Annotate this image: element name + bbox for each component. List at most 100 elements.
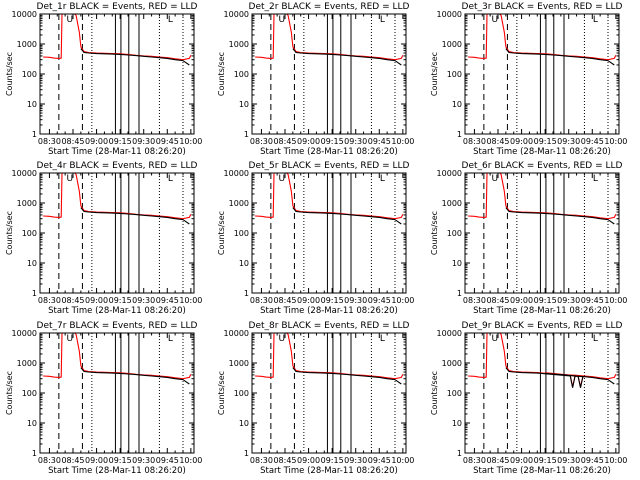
y-tick-label: 10000	[437, 10, 462, 19]
x-tick-label: 09:30	[557, 137, 580, 146]
top-mark: U	[492, 15, 499, 25]
lld-line	[43, 172, 192, 220]
top-mark: U	[67, 15, 74, 25]
y-tick-label: 1	[244, 289, 249, 298]
x-tick-label: 10:00	[391, 137, 414, 146]
plot-frame	[39, 332, 195, 454]
x-tick-label: 09:30	[132, 456, 155, 465]
top-mark: L	[380, 174, 385, 184]
panel-5: Det_5r BLACK = Events, RED = LLD U L 1 10 100…	[217, 161, 414, 316]
chart-title: Det_4r BLACK = Events, RED = LLD	[37, 161, 198, 171]
y-tick-label: 10	[239, 100, 249, 109]
y-tick-label: 10	[452, 259, 462, 268]
x-tick-label: 09:30	[344, 296, 367, 305]
y-tick-label: 1000	[17, 199, 37, 208]
events-line	[292, 48, 402, 66]
x-axis-label: Start Time (28-Mar-11 08:26:20)	[260, 306, 398, 316]
top-mark: L	[593, 174, 598, 184]
plot-frame	[39, 172, 195, 294]
chart-title: Det_6r BLACK = Events, RED = LLD	[462, 161, 623, 171]
y-axis-label: Counts/sec	[430, 371, 439, 415]
x-tick-label: 09:00	[85, 456, 108, 465]
lld-line	[255, 332, 404, 380]
y-tick-label: 10	[27, 419, 37, 428]
x-tick-label: 09:30	[344, 137, 367, 146]
x-tick-label: 09:30	[557, 456, 580, 465]
y-tick-label: 10000	[12, 169, 37, 178]
y-tick-label: 100	[447, 229, 462, 238]
top-mark: U	[279, 334, 286, 344]
chart-title: Det_9r BLACK = Events, RED = LLD	[462, 321, 623, 331]
x-tick-label: 09:15	[109, 296, 132, 305]
x-tick-label: 08:30	[250, 137, 273, 146]
y-axis-label: Counts/sec	[430, 211, 439, 255]
x-tick-label: 08:45	[61, 296, 84, 305]
chart-title: Det_3r BLACK = Events, RED = LLD	[462, 2, 623, 12]
x-tick-label: 09:45	[581, 456, 604, 465]
events-line	[505, 48, 615, 66]
x-tick-label: 08:30	[250, 296, 273, 305]
x-tick-label: 09:15	[534, 137, 557, 146]
x-tick-label: 09:15	[109, 456, 132, 465]
y-axis-label: Counts/sec	[5, 371, 14, 415]
x-tick-label: 10:00	[604, 137, 627, 146]
chart-title: Det_5r BLACK = Events, RED = LLD	[249, 161, 410, 171]
panel-6: Det_6r BLACK = Events, RED = LLD U L 1 10 100…	[430, 161, 627, 316]
x-axis-label: Start Time (28-Mar-11 08:26:20)	[48, 466, 186, 476]
x-tick-label: 09:00	[297, 296, 320, 305]
y-tick-label: 10000	[12, 10, 37, 19]
x-tick-label: 08:30	[250, 456, 273, 465]
x-tick-label: 09:45	[581, 296, 604, 305]
x-tick-label: 09:00	[510, 137, 533, 146]
x-axis-label: Start Time (28-Mar-11 08:26:20)	[260, 466, 398, 476]
y-axis-label: Counts/sec	[217, 371, 226, 415]
x-tick-label: 09:45	[368, 137, 391, 146]
y-axis-label: Counts/sec	[5, 52, 14, 96]
x-tick-label: 09:15	[321, 456, 344, 465]
plot-frame	[464, 13, 620, 135]
y-tick-label: 10	[27, 259, 37, 268]
x-tick-label: 08:45	[61, 456, 84, 465]
y-tick-label: 1	[32, 449, 37, 458]
x-tick-label: 10:00	[604, 456, 627, 465]
events-line	[505, 207, 615, 225]
x-tick-label: 09:15	[321, 137, 344, 146]
x-tick-label: 09:00	[85, 137, 108, 146]
x-tick-label: 09:30	[132, 296, 155, 305]
panel-8: Det_8r BLACK = Events, RED = LLD U L 1 10 100…	[217, 321, 414, 476]
y-tick-label: 1	[244, 130, 249, 139]
y-tick-label: 1	[32, 130, 37, 139]
y-tick-label: 1	[244, 449, 249, 458]
lld-line	[468, 172, 617, 220]
y-tick-label: 10	[239, 259, 249, 268]
panel-3: Det_3r BLACK = Events, RED = LLD U L 1 10 100…	[430, 2, 627, 157]
top-mark: U	[492, 334, 499, 344]
x-tick-label: 08:30	[463, 296, 486, 305]
x-tick-label: 08:30	[38, 137, 61, 146]
plot-frame	[251, 13, 407, 135]
panel-7: Det_7r BLACK = Events, RED = LLD U L 1 10 100…	[5, 321, 202, 476]
panel-4: Det_4r BLACK = Events, RED = LLD U L 1 10 100…	[5, 161, 202, 316]
y-tick-label: 100	[234, 229, 249, 238]
x-tick-label: 09:45	[368, 456, 391, 465]
y-tick-label: 10	[239, 419, 249, 428]
y-tick-label: 1000	[442, 40, 462, 49]
events-line	[505, 367, 615, 388]
x-tick-label: 10:00	[179, 296, 202, 305]
y-tick-label: 10	[452, 419, 462, 428]
x-tick-label: 10:00	[391, 456, 414, 465]
top-mark: L	[168, 334, 173, 344]
lld-line	[255, 172, 404, 220]
top-mark: L	[593, 15, 598, 25]
x-tick-label: 08:45	[273, 456, 296, 465]
y-tick-label: 1000	[17, 359, 37, 368]
y-tick-label: 1000	[17, 40, 37, 49]
x-axis-label: Start Time (28-Mar-11 08:26:20)	[48, 306, 186, 316]
lld-line	[255, 13, 404, 61]
chart-title: Det_2r BLACK = Events, RED = LLD	[249, 2, 410, 12]
panel-1: Det_1r BLACK = Events, RED = LLD U L 1 10 100…	[5, 2, 202, 157]
plot-frame	[464, 172, 620, 294]
y-tick-label: 10	[452, 100, 462, 109]
top-mark: U	[279, 174, 286, 184]
